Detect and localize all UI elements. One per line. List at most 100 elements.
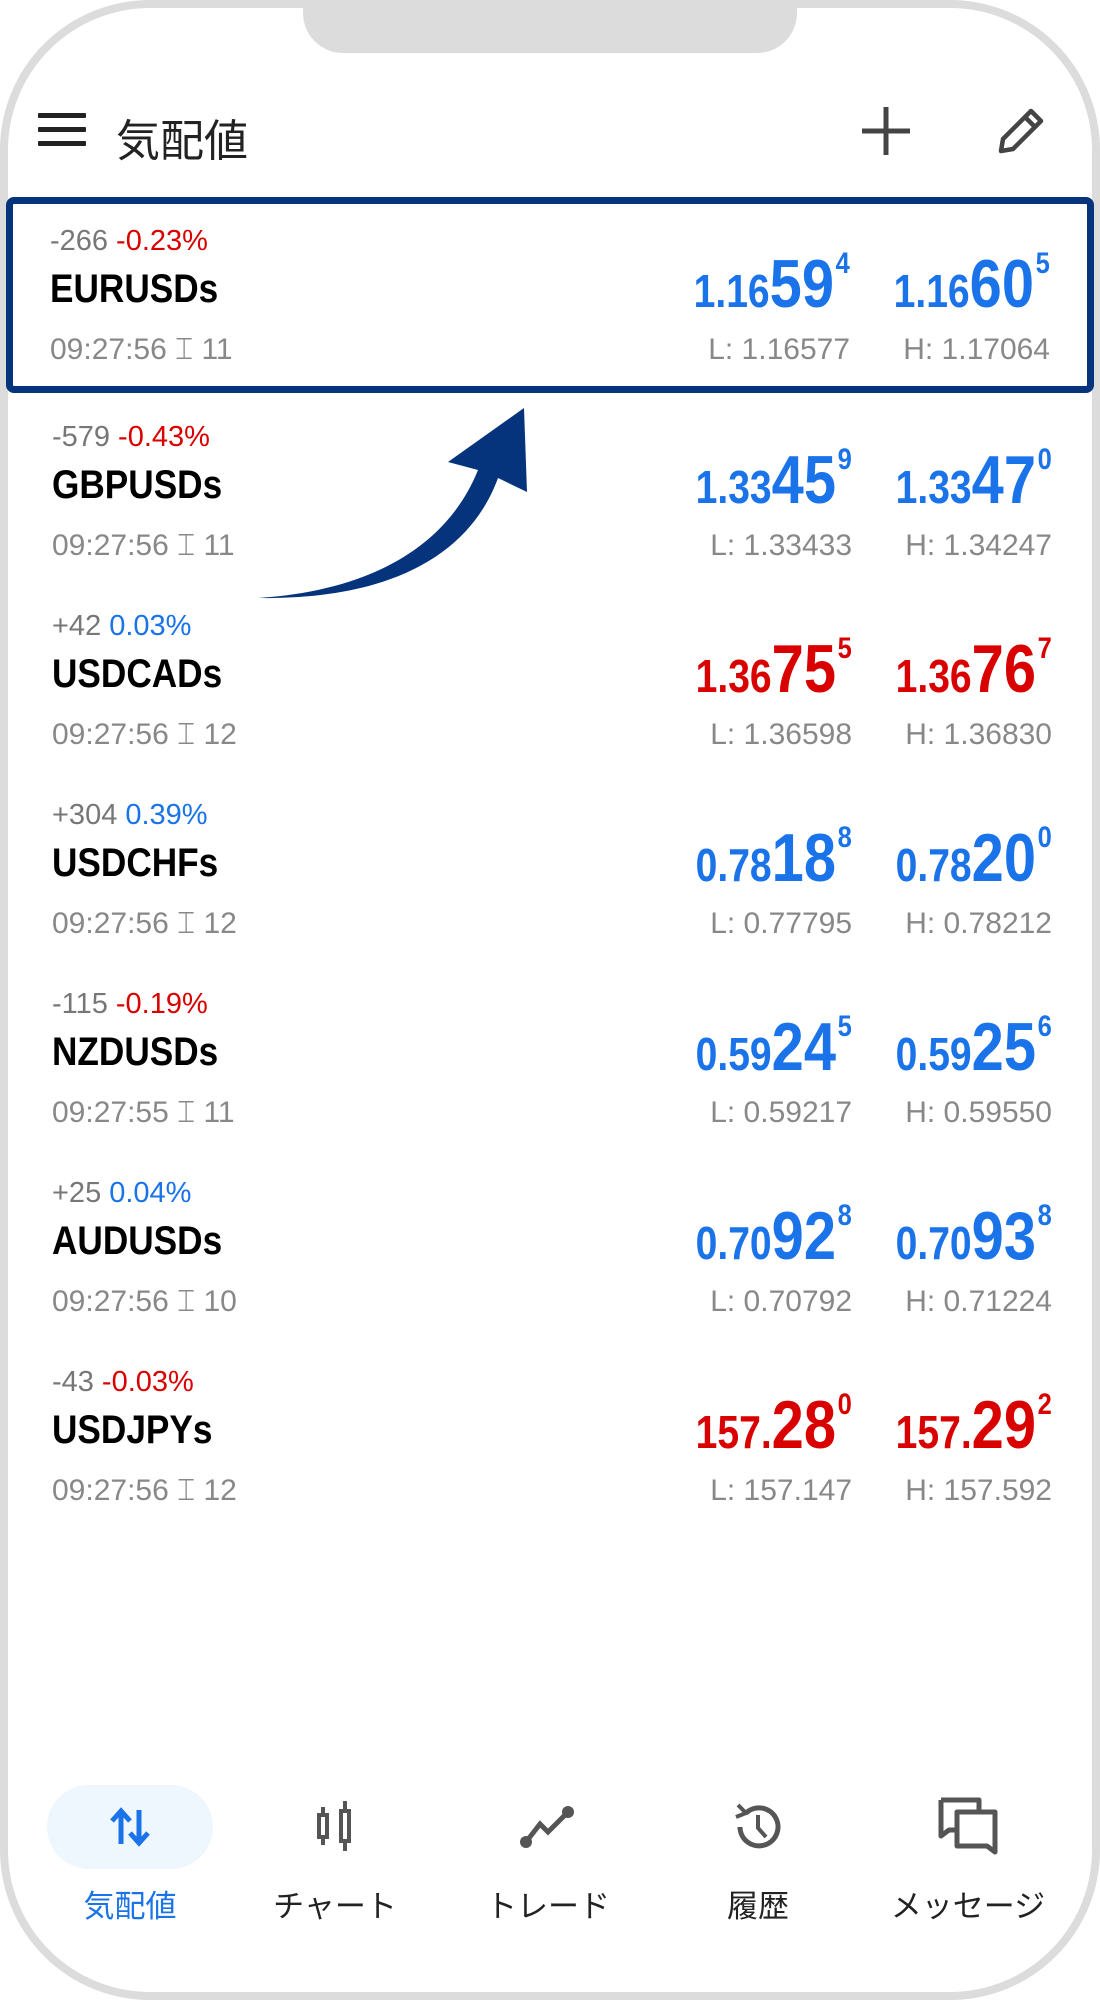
spread-value: 12 (203, 907, 237, 940)
symbol-name: GBPUSDs (52, 463, 223, 507)
price-fraction: 7 (1037, 632, 1052, 665)
nav-tab-chart[interactable]: チャート (235, 1785, 435, 1926)
arrows-updown-icon (47, 1785, 213, 1869)
bottom-nav: 気配値 チャート トレード 履歴 メッセージ (0, 1785, 1100, 1935)
ask-price[interactable]: 0.70938 (896, 1197, 1052, 1275)
price-fraction: 0 (1037, 443, 1052, 476)
change-percent: -0.23% (116, 225, 208, 257)
bid-price[interactable]: 0.70928 (696, 1197, 852, 1275)
price-pips: 59 (769, 246, 835, 322)
price-fraction: 5 (1035, 247, 1050, 280)
symbol-name: AUDUSDs (52, 1219, 223, 1263)
price-pips: 28 (771, 1387, 837, 1463)
bid-price[interactable]: 0.78188 (696, 819, 852, 897)
high-price: H: 1.17064 (903, 333, 1050, 366)
time-value: 09:27:56 (52, 907, 169, 940)
change-value: -115 (52, 988, 108, 1020)
quote-time: 09:27:56 ⌶ 10 (52, 1285, 237, 1319)
nav-tab-messages[interactable]: メッセージ (868, 1785, 1068, 1926)
price-prefix: 1.33 (895, 461, 972, 513)
nav-label: トレード (486, 1889, 610, 1924)
bid-price[interactable]: 157.280 (696, 1386, 852, 1464)
low-price: L: 0.70792 (710, 1285, 852, 1318)
spread-icon: ⌶ (177, 718, 196, 751)
hamburger-icon[interactable] (38, 113, 86, 147)
price-fraction: 0 (837, 1388, 852, 1421)
plus-icon[interactable] (858, 103, 914, 159)
ask-price[interactable]: 1.36767 (896, 630, 1052, 708)
price-prefix: 1.36 (695, 650, 772, 702)
spread-value: 10 (203, 1285, 237, 1318)
price-prefix: 157. (895, 1406, 972, 1458)
price-prefix: 0.70 (895, 1217, 972, 1269)
price-fraction: 0 (1037, 821, 1052, 854)
nav-tab-quotes[interactable]: 気配値 (30, 1785, 230, 1926)
price-prefix: 0.59 (695, 1028, 772, 1080)
nav-label: 履歴 (727, 1889, 789, 1924)
price-prefix: 0.78 (695, 839, 772, 891)
change-value: -579 (52, 421, 111, 453)
pencil-icon[interactable] (993, 103, 1049, 159)
price-prefix: 1.16 (893, 265, 970, 317)
bid-price[interactable]: 1.33459 (696, 441, 852, 519)
time-value: 09:27:56 (52, 529, 169, 562)
price-pips: 29 (971, 1387, 1037, 1463)
nav-tab-trade[interactable]: トレード (448, 1785, 648, 1926)
change-points: +25 0.04% (52, 1177, 191, 1210)
time-value: 09:27:56 (50, 333, 167, 366)
symbol-row[interactable]: +25 0.04% AUDUSDs 09:27:56 ⌶ 10 0.70928 0… (8, 1149, 1092, 1338)
symbol-row[interactable]: -579 -0.43% GBPUSDs 09:27:56 ⌶ 11 1.33459… (8, 393, 1092, 582)
change-points: -266 -0.23% (50, 225, 208, 258)
ask-price[interactable]: 0.59256 (896, 1008, 1052, 1086)
high-price: H: 1.34247 (905, 529, 1052, 562)
trade-line-icon (465, 1785, 631, 1869)
symbol-row[interactable]: +304 0.39% USDCHFs 09:27:56 ⌶ 12 0.78188 … (8, 771, 1092, 960)
price-pips: 18 (771, 820, 837, 896)
price-fraction: 8 (1037, 1199, 1052, 1232)
price-prefix: 0.59 (895, 1028, 972, 1080)
price-fraction: 9 (837, 443, 852, 476)
ask-price[interactable]: 0.78200 (896, 819, 1052, 897)
price-fraction: 2 (1037, 1388, 1052, 1421)
price-pips: 76 (971, 631, 1037, 707)
price-prefix: 157. (695, 1406, 772, 1458)
quote-time: 09:27:56 ⌶ 12 (52, 907, 237, 941)
symbol-row[interactable]: +42 0.03% USDCADs 09:27:56 ⌶ 12 1.36755 1… (8, 582, 1092, 771)
symbol-name: NZDUSDs (52, 1030, 219, 1074)
price-pips: 75 (771, 631, 837, 707)
change-points: +304 0.39% (52, 799, 208, 832)
symbol-row[interactable]: -43 -0.03% USDJPYs 09:27:56 ⌶ 12 157.280 … (8, 1338, 1092, 1527)
candlestick-icon (252, 1785, 418, 1869)
bid-price[interactable]: 1.36755 (696, 630, 852, 708)
change-value: +25 (52, 1177, 102, 1209)
change-percent: -0.19% (115, 988, 208, 1020)
low-price: L: 1.36598 (710, 718, 852, 751)
ask-price[interactable]: 157.292 (896, 1386, 1052, 1464)
nav-label: メッセージ (890, 1889, 1046, 1924)
price-prefix: 0.70 (695, 1217, 772, 1269)
bid-price[interactable]: 0.59245 (696, 1008, 852, 1086)
bid-price[interactable]: 1.16594 (694, 245, 850, 323)
symbol-row[interactable]: -266 -0.23% EURUSDs 09:27:56 ⌶ 11 1.16594… (6, 197, 1094, 393)
nav-tab-history[interactable]: 履歴 (658, 1785, 858, 1926)
high-price: H: 0.71224 (905, 1285, 1052, 1318)
history-icon (675, 1785, 841, 1869)
price-pips: 45 (771, 442, 837, 518)
price-prefix: 1.33 (695, 461, 772, 513)
app-header: 気配値 (0, 95, 1100, 166)
ask-price[interactable]: 1.33470 (896, 441, 1052, 519)
price-fraction: 8 (837, 1199, 852, 1232)
ask-price[interactable]: 1.16605 (894, 245, 1050, 323)
price-prefix: 1.36 (895, 650, 972, 702)
time-value: 09:27:56 (52, 1474, 169, 1507)
price-fraction: 6 (1037, 1010, 1052, 1043)
spread-value: 12 (203, 1474, 237, 1507)
low-price: L: 1.33433 (710, 529, 852, 562)
price-fraction: 5 (837, 1010, 852, 1043)
change-percent: 0.03% (109, 610, 192, 642)
symbol-name: USDJPYs (52, 1408, 213, 1452)
symbol-row[interactable]: -115 -0.19% NZDUSDs 09:27:55 ⌶ 11 0.59245… (8, 960, 1092, 1149)
price-pips: 25 (971, 1009, 1037, 1085)
symbol-name: EURUSDs (50, 267, 219, 311)
